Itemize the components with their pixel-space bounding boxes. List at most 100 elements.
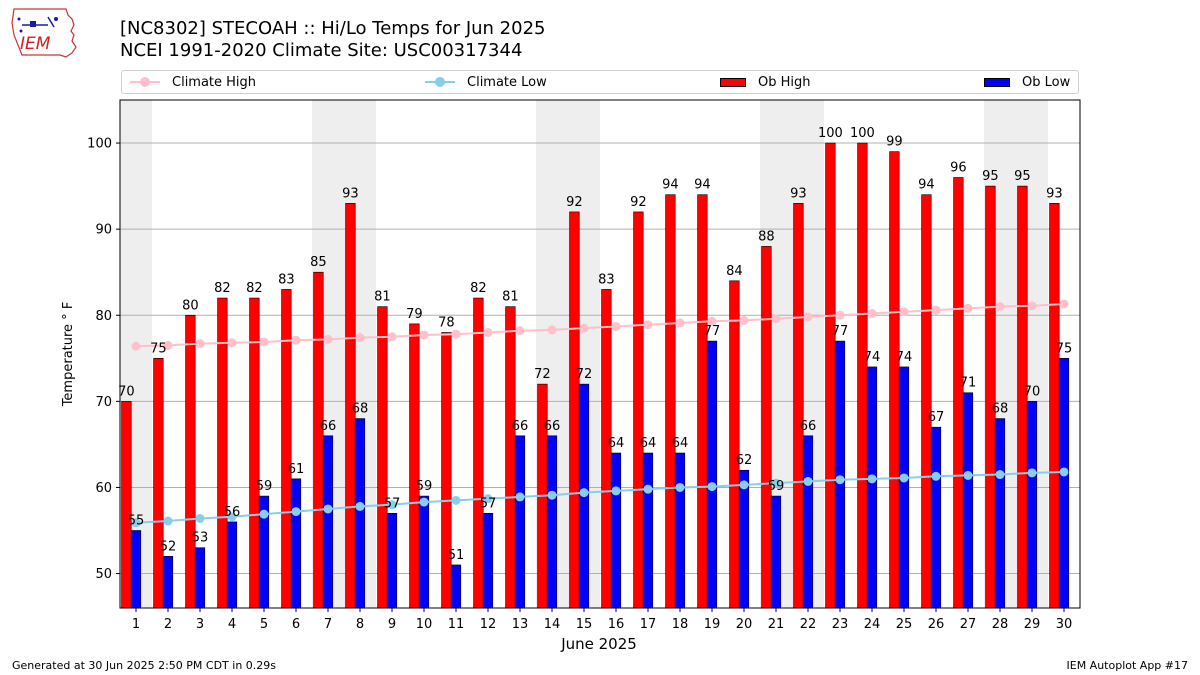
y-tick-label: 60 xyxy=(95,481,112,496)
legend-label-climate-low: Climate Low xyxy=(467,74,547,90)
climate-high-point xyxy=(227,338,237,348)
climate-low-line xyxy=(135,470,1065,524)
climate-low-point xyxy=(963,470,973,480)
ob-high-label: 82 xyxy=(470,281,487,296)
ob-low-bar xyxy=(962,392,974,609)
ob-high-bar xyxy=(665,194,676,609)
ob-high-bar xyxy=(505,306,516,609)
climate-low-point xyxy=(291,507,301,517)
ob-high-label: 94 xyxy=(918,178,935,193)
x-tick-label: 28 xyxy=(992,617,1009,632)
climate-low-point xyxy=(323,504,333,514)
x-tick-label: 22 xyxy=(800,617,817,632)
ob-high-bar xyxy=(921,194,932,609)
ob-low-label: 64 xyxy=(608,436,625,451)
x-tick-label: 10 xyxy=(416,617,433,632)
ob-high-label: 80 xyxy=(182,298,199,313)
ob-low-label: 57 xyxy=(480,496,497,511)
x-tick-label: 17 xyxy=(640,617,657,632)
ob-high-bar xyxy=(729,280,740,609)
ob-high-bar xyxy=(953,177,964,609)
climate-high-point xyxy=(899,307,909,317)
legend-label-climate-high: Climate High xyxy=(172,74,257,90)
x-tick-label: 6 xyxy=(292,617,300,632)
ob-high-bar xyxy=(825,142,836,609)
ob-low-bar xyxy=(226,521,238,609)
ob-high-bar xyxy=(409,323,420,609)
climate-high-point xyxy=(483,327,493,337)
ob-high-bar xyxy=(761,246,772,609)
climate-low-point xyxy=(771,478,781,488)
x-tick-label: 3 xyxy=(196,617,204,632)
ob-high-bar xyxy=(217,297,228,609)
bar-value-labels: 70 55 75 52 80 53 82 56 82 59 83 61 85 66 93 68 81 57 79 59… xyxy=(118,126,1072,563)
y-axis-label: Temperature ° F xyxy=(61,302,76,408)
ob-high-label: 93 xyxy=(1046,186,1063,201)
x-tick-label: 2 xyxy=(164,617,172,632)
climate-high-point xyxy=(675,318,685,328)
ob-low-label: 59 xyxy=(256,479,273,494)
ob-high-bar xyxy=(185,314,196,609)
x-tick-label: 14 xyxy=(544,617,561,632)
climate-high-point xyxy=(739,315,749,325)
x-tick-label: 25 xyxy=(896,617,913,632)
ob-low-bar xyxy=(162,556,174,609)
legend-item-climate-low: Climate Low xyxy=(425,71,547,93)
ob-high-label: 70 xyxy=(118,384,135,399)
ob-low-label: 59 xyxy=(768,479,785,494)
ob-high-bar xyxy=(441,332,452,609)
ob-high-swatch xyxy=(720,77,746,87)
ob-high-bar xyxy=(121,401,132,609)
ob-high-label: 93 xyxy=(790,186,807,201)
ob-low-label: 74 xyxy=(896,350,913,365)
climate-low-point xyxy=(803,476,813,486)
ob-low-bar xyxy=(834,340,846,609)
ob-high-bar xyxy=(153,358,164,609)
x-tick-label: 23 xyxy=(832,617,849,632)
ob-high-bar xyxy=(857,142,868,609)
x-tick-label: 12 xyxy=(480,617,497,632)
ob-high-label: 72 xyxy=(534,367,551,382)
ob-high-label: 96 xyxy=(950,160,967,175)
climate-high-point xyxy=(579,323,589,333)
ob-high-bar xyxy=(985,185,996,609)
y-tick-label: 90 xyxy=(95,223,112,238)
legend-label-ob-high: Ob High xyxy=(758,74,811,90)
ob-low-bar xyxy=(674,452,686,609)
x-tick-label: 15 xyxy=(576,617,593,632)
legend-label-ob-low: Ob Low xyxy=(1022,74,1071,90)
ob-low-bar xyxy=(1026,401,1038,609)
ob-low-label: 52 xyxy=(160,539,177,554)
x-tick-label: 19 xyxy=(704,617,721,632)
logo-text: IEM xyxy=(20,34,51,54)
ob-high-label: 92 xyxy=(566,195,583,210)
climate-low-point xyxy=(931,471,941,481)
ob-low-label: 62 xyxy=(736,453,753,468)
climate-high-point xyxy=(611,321,621,331)
x-tick-label: 1 xyxy=(132,617,140,632)
climate-high-point xyxy=(643,320,653,330)
ob-low-label: 77 xyxy=(704,324,721,339)
climate-low-point xyxy=(419,497,429,507)
x-tick-label: 30 xyxy=(1056,617,1073,632)
x-tick-label: 4 xyxy=(228,617,236,632)
x-tick-label: 13 xyxy=(512,617,529,632)
ob-low-label: 55 xyxy=(128,514,145,529)
ob-low-label: 70 xyxy=(1024,384,1041,399)
x-tick-label: 24 xyxy=(864,617,881,632)
ob-low-bar xyxy=(546,435,558,609)
ob-low-label: 74 xyxy=(864,350,881,365)
x-tick-label: 27 xyxy=(960,617,977,632)
ob-high-label: 95 xyxy=(982,169,999,184)
plot-frame xyxy=(119,99,1081,609)
ob-low-label: 72 xyxy=(576,367,593,382)
ob-low-bar xyxy=(610,452,622,609)
ob-low-bar xyxy=(290,478,302,609)
ob-high-bar xyxy=(281,289,292,609)
iem-logo: IEM xyxy=(11,8,77,58)
x-axis-label: June 2025 xyxy=(560,635,637,653)
title-line-2: NCEI 1991-2020 Climate Site: USC00317344 xyxy=(120,40,523,61)
ob-high-label: 85 xyxy=(310,255,327,270)
app-label: IEM Autoplot App #17 xyxy=(1066,659,1189,672)
